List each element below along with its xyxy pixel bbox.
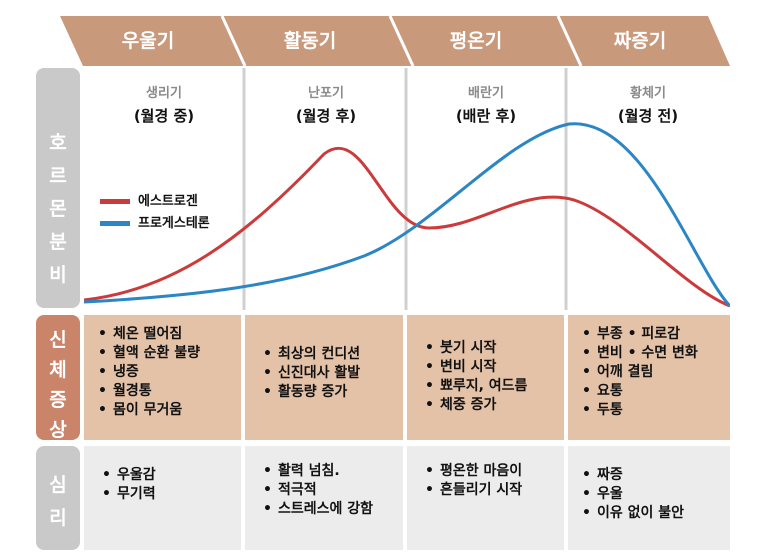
list-item: 어깨 결림 xyxy=(582,363,724,382)
list-item: 우울감 xyxy=(102,466,235,485)
mind-symptoms-ovulatory: 평온한 마음이 흔들리기 시작 xyxy=(407,446,564,550)
body-symptoms-menstrual: 체온 떨어짐 혈액 순환 불량 냉증 월경통 몸이 무거움 xyxy=(84,315,241,440)
side-label-mind: 심 리 xyxy=(36,446,80,550)
legend-progesterone: 프로게스테론 xyxy=(100,212,210,231)
body-symptoms-ovulatory: 붓기 시작 변비 시작 뾰루지, 여드름 체중 증가 xyxy=(407,315,564,440)
list-item: 적극적 xyxy=(263,481,397,500)
column-header-menstrual: 생리기 (월경 중) xyxy=(133,86,195,125)
list-item: 활동량 증가 xyxy=(263,383,397,402)
list-item: 신진대사 활발 xyxy=(263,364,397,383)
side-label-body: 신 체 증 상 xyxy=(36,315,80,441)
list-item: 평온한 마음이 xyxy=(425,462,558,481)
phase-depressive: 우울기 xyxy=(121,30,175,52)
progesterone-curve xyxy=(84,122,730,308)
list-item: 이유 없이 불안 xyxy=(582,504,724,523)
list-item: 스트레스에 강함 xyxy=(263,500,397,519)
list-item: 뾰루지, 여드름 xyxy=(425,377,558,396)
column-header-follicular: 난포기 (월경 후) xyxy=(295,86,357,125)
list-item: 몸이 무거움 xyxy=(98,401,235,420)
body-symptoms-follicular: 최상의 컨디션 신진대사 활발 활동량 증가 xyxy=(245,315,403,440)
phase-header-bar xyxy=(60,16,730,66)
column-header-ovulatory: 배란기 (배란 후) xyxy=(455,86,517,125)
list-item: 붓기 시작 xyxy=(425,339,558,358)
body-symptoms-luteal: 부종 • 피로감 변비 • 수면 변화 어깨 결림 요통 두통 xyxy=(568,315,730,440)
list-item: 냉증 xyxy=(98,363,235,382)
side-label-hormone: 호 르 몬 분 비 xyxy=(36,68,80,308)
list-item: 흔들리기 시작 xyxy=(425,481,558,500)
mind-symptoms-menstrual: 우울감 무기력 xyxy=(84,446,241,550)
phase-irritable: 짜증기 xyxy=(613,30,667,52)
list-item: 변비 시작 xyxy=(425,358,558,377)
legend-estrogen: 에스트로겐 xyxy=(100,190,198,209)
mind-symptoms-luteal: 짜증 우울 이유 없이 불안 xyxy=(568,446,730,550)
list-item: 짜증 xyxy=(582,466,724,485)
list-item: 부종 • 피로감 xyxy=(582,325,724,344)
column-header-luteal: 황체기 (월경 전) xyxy=(617,86,679,125)
list-item: 혈액 순환 불량 xyxy=(98,344,235,363)
list-item: 체온 떨어짐 xyxy=(98,325,235,344)
phase-calm: 평온기 xyxy=(449,30,503,52)
list-item: 변비 • 수면 변화 xyxy=(582,344,724,363)
list-item: 최상의 컨디션 xyxy=(263,345,397,364)
phase-active: 활동기 xyxy=(283,30,337,52)
list-item: 활력 넘침. xyxy=(263,462,397,481)
list-item: 우울 xyxy=(582,485,724,504)
list-item: 체중 증가 xyxy=(425,396,558,415)
hormone-chart xyxy=(84,68,730,310)
list-item: 요통 xyxy=(582,382,724,401)
estrogen-curve xyxy=(84,146,730,308)
list-item: 무기력 xyxy=(102,485,235,504)
mind-symptoms-follicular: 활력 넘침. 적극적 스트레스에 강함 xyxy=(245,446,403,550)
list-item: 월경통 xyxy=(98,382,235,401)
list-item: 두통 xyxy=(582,401,724,420)
